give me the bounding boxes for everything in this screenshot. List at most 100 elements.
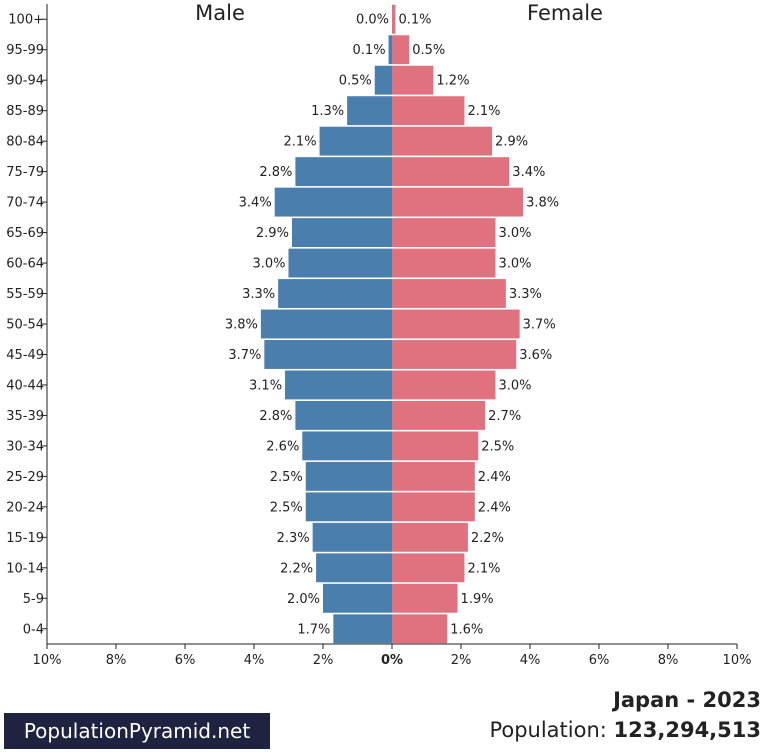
label-male-10-14: 2.2% [280,561,313,576]
age-label-60-64: 60-64 [6,257,44,272]
female-title: Female [527,1,603,25]
bar-female-90-94 [392,65,434,95]
bar-female-10-14 [392,553,465,583]
age-label-0-4: 0-4 [23,622,44,637]
label-male-45-49: 3.7% [228,348,261,363]
label-male-90-94: 0.5% [339,74,372,89]
label-male-35-39: 2.8% [259,409,292,424]
bar-male-65-69 [291,218,392,248]
population-line: Population: 123,294,513 [489,718,761,742]
population-label: Population: [489,718,614,742]
x-tick-label-1: 8% [106,653,127,668]
bar-female-20-24 [392,492,475,522]
label-male-95-99: 0.1% [353,43,386,58]
age-label-30-34: 30-34 [6,439,44,454]
label-female-75-79: 3.4% [512,165,545,180]
age-label-70-74: 70-74 [6,196,44,211]
country-year-title: Japan - 2023 [613,688,761,712]
label-female-5-9: 1.9% [461,592,494,607]
bar-female-50-54 [392,309,520,339]
x-tick-label-2: 6% [175,653,196,668]
bar-male-75-79 [295,157,392,187]
age-label-75-79: 75-79 [6,165,44,180]
bar-female-100plus [392,4,396,34]
bar-female-55-59 [392,279,506,308]
label-female-85-89: 2.1% [467,104,500,119]
bar-male-80-84 [319,126,392,156]
age-label-45-49: 45-49 [6,348,44,363]
label-female-95-99: 0.5% [412,43,445,58]
label-female-45-49: 3.6% [519,348,552,363]
age-label-85-89: 85-89 [6,104,44,119]
bar-male-70-74 [274,187,392,217]
age-label-95-99: 95-99 [6,43,44,58]
male-title: Male [195,1,245,25]
population-pyramid-chart: Male Female 1.7% 1.6% 2.0% 1.9% 2.2% 2.1% 2.3%… [6,1,752,668]
bar-female-0-4 [392,614,448,644]
bar-male-90-94 [374,65,392,95]
bar-male-15-19 [312,522,392,552]
label-male-5-9: 2.0% [287,592,320,607]
bar-female-40-44 [392,370,496,400]
label-female-80-84: 2.9% [495,135,528,150]
age-label-80-84: 80-84 [6,135,44,150]
label-male-15-19: 2.3% [277,531,310,546]
bar-female-25-29 [392,461,475,491]
label-female-50-54: 3.7% [523,318,556,333]
bar-male-95-99 [388,35,392,65]
bar-female-5-9 [392,583,458,613]
bar-male-45-49 [264,340,392,369]
bar-female-15-19 [392,522,468,552]
age-label-50-54: 50-54 [6,318,44,333]
age-label-55-59: 55-59 [6,287,44,302]
bar-male-55-59 [278,279,392,308]
brand-badge[interactable]: PopulationPyramid.net [4,713,270,749]
label-female-100plus: 0.1% [398,13,431,28]
bar-female-70-74 [392,187,524,217]
label-female-70-74: 3.8% [526,196,559,211]
label-male-40-44: 3.1% [249,378,282,393]
label-female-65-69: 3.0% [499,226,532,241]
bar-male-35-39 [295,400,392,430]
bar-female-65-69 [392,218,496,248]
x-tick-label-10: 10% [723,653,752,668]
age-label-5-9: 5-9 [23,592,44,607]
age-label-35-39: 35-39 [6,409,44,424]
bar-female-60-64 [392,248,496,278]
label-male-70-74: 3.4% [239,196,272,211]
bar-male-20-24 [305,492,392,522]
x-tick-label-5: 0% [381,653,403,668]
label-female-90-94: 1.2% [436,74,469,89]
label-female-20-24: 2.4% [478,500,511,515]
bar-male-0-4 [333,614,392,644]
bar-male-5-9 [323,583,392,613]
label-male-55-59: 3.3% [242,287,275,302]
bar-female-45-49 [392,340,517,369]
label-female-40-44: 3.0% [499,378,532,393]
brand-label: PopulationPyramid.net [23,719,251,743]
age-label-100plus: 100+ [8,13,44,28]
x-tick-label-8: 6% [589,653,610,668]
bar-female-30-34 [392,431,479,461]
age-label-20-24: 20-24 [6,500,44,515]
bar-female-35-39 [392,400,486,430]
x-tick-label-0: 10% [33,653,62,668]
label-male-30-34: 2.6% [266,439,299,454]
bar-female-95-99 [392,35,410,65]
bar-female-75-79 [392,157,510,187]
x-tick-label-6: 2% [451,653,472,668]
population-value: 123,294,513 [613,718,761,742]
bar-male-50-54 [260,309,392,339]
bar-male-40-44 [285,370,392,400]
bar-female-85-89 [392,96,465,126]
label-female-60-64: 3.0% [499,257,532,272]
bar-male-85-89 [347,96,392,126]
label-male-75-79: 2.8% [259,165,292,180]
label-male-100plus: 0.0% [356,13,389,28]
label-female-25-29: 2.4% [478,470,511,485]
age-label-90-94: 90-94 [6,74,44,89]
label-male-65-69: 2.9% [256,226,289,241]
bar-male-10-14 [316,553,392,583]
bar-male-25-29 [305,461,392,491]
label-male-0-4: 1.7% [297,622,330,637]
